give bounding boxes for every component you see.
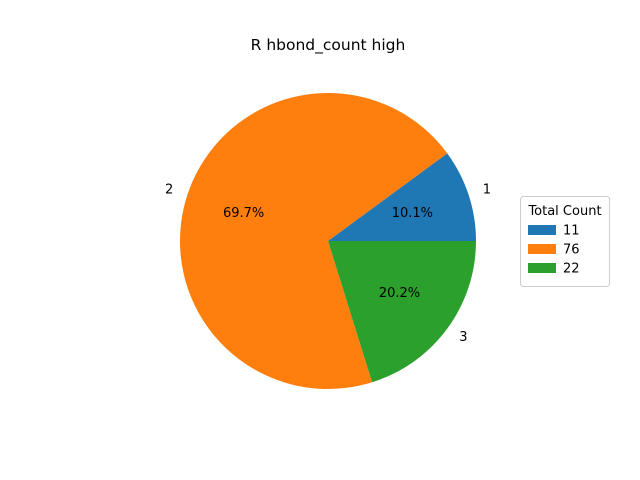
legend-swatch-76 xyxy=(528,244,556,254)
legend-label-22: 22 xyxy=(563,262,580,277)
slice-label-3: 3 xyxy=(459,330,467,345)
pie-slice-1 xyxy=(328,153,476,241)
slice-label-2: 2 xyxy=(165,183,173,198)
slice-percent-3: 20.2% xyxy=(379,286,420,301)
legend-label-11: 11 xyxy=(563,224,580,239)
legend: Total Count 11 76 22 xyxy=(520,196,610,287)
pie-wedges xyxy=(179,92,476,389)
legend-swatch-11 xyxy=(528,225,556,235)
pie-slice-3 xyxy=(328,241,476,383)
legend-title: Total Count xyxy=(527,204,601,219)
slice-percent-1: 10.1% xyxy=(392,206,433,221)
pie-slice-2 xyxy=(179,92,448,389)
legend-label-76: 76 xyxy=(563,243,580,258)
legend-swatch-22 xyxy=(528,263,556,273)
slice-label-1: 1 xyxy=(483,183,491,198)
legend-items: 11 76 22 xyxy=(528,224,580,277)
chart-title: R hbond_count high xyxy=(251,36,406,55)
pie-labels: 1 10.1% 2 69.7% 3 20.2% xyxy=(165,183,491,345)
slice-percent-2: 69.7% xyxy=(223,206,264,221)
